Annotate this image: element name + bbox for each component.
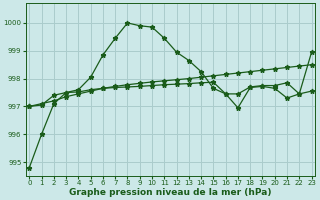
X-axis label: Graphe pression niveau de la mer (hPa): Graphe pression niveau de la mer (hPa) xyxy=(69,188,272,197)
